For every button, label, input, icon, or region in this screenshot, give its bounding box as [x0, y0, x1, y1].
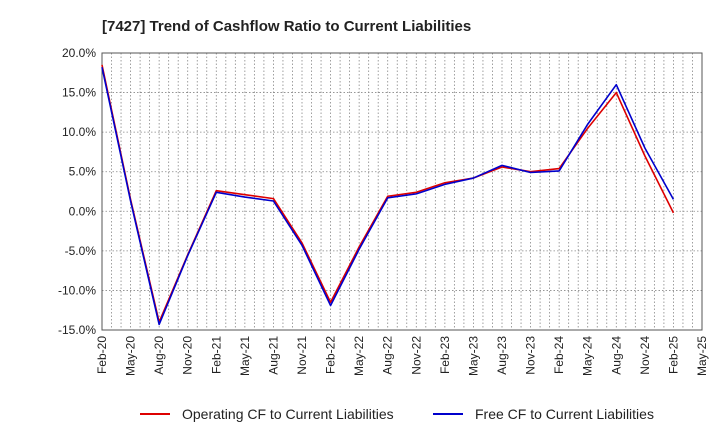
- plot-frame: [101, 52, 703, 331]
- x-tick-label: May-20: [124, 336, 138, 376]
- x-tick-label: Feb-22: [324, 336, 338, 374]
- x-tick-label: Nov-20: [181, 336, 195, 375]
- x-tick-label: Nov-23: [524, 336, 538, 375]
- x-tick-label: Nov-22: [409, 336, 423, 375]
- chart-title: [7427] Trend of Cashflow Ratio to Curren…: [102, 18, 471, 35]
- x-tick-label: Nov-24: [638, 336, 652, 375]
- legend-label: Operating CF to Current Liabilities: [182, 406, 394, 422]
- x-tick-label: May-21: [238, 336, 252, 376]
- x-tick-label: Feb-20: [95, 336, 109, 374]
- y-axis: 20.0% 15.0% 10.0% 5.0% 0.0% -5.0% -10.0% -15.0%: [58, 46, 96, 337]
- x-tick-label: Feb-23: [438, 336, 452, 374]
- y-tick-label: 5.0%: [69, 165, 97, 179]
- y-tick-label: 10.0%: [62, 125, 96, 139]
- x-tick-label: Feb-25: [666, 336, 680, 374]
- plot-area: [102, 53, 702, 330]
- legend-label: Free CF to Current Liabilities: [475, 406, 654, 422]
- x-tick-label: May-24: [581, 336, 595, 376]
- x-tick-label: Aug-24: [609, 336, 623, 375]
- x-axis: Feb-20 May-20 Aug-20 Nov-20 Feb-21 May-21 Aug-…: [95, 336, 709, 376]
- x-tick-label: May-25: [695, 336, 709, 376]
- series-lines: [101, 64, 675, 326]
- x-tick-label: May-22: [352, 336, 366, 376]
- y-tick-label: 15.0%: [62, 86, 96, 100]
- x-tick-label: Aug-23: [495, 336, 509, 375]
- legend: Operating CF to Current Liabilities Free …: [140, 406, 654, 422]
- y-tick-label: 20.0%: [62, 46, 96, 60]
- x-tick-label: Feb-21: [209, 336, 223, 374]
- x-tick-label: Aug-22: [381, 336, 395, 375]
- y-tick-label: -5.0%: [65, 244, 97, 258]
- x-tick-label: Aug-20: [152, 336, 166, 375]
- x-tick-label: Aug-21: [266, 336, 280, 375]
- series-line-free-cf: [101, 67, 675, 326]
- x-tick-label: May-23: [466, 336, 480, 376]
- y-tick-label: 0.0%: [69, 204, 97, 218]
- x-tick-label: Nov-21: [295, 336, 309, 375]
- y-tick-label: -15.0%: [58, 323, 96, 337]
- y-tick-label: -10.0%: [58, 283, 96, 297]
- x-tick-label: Feb-24: [552, 336, 566, 374]
